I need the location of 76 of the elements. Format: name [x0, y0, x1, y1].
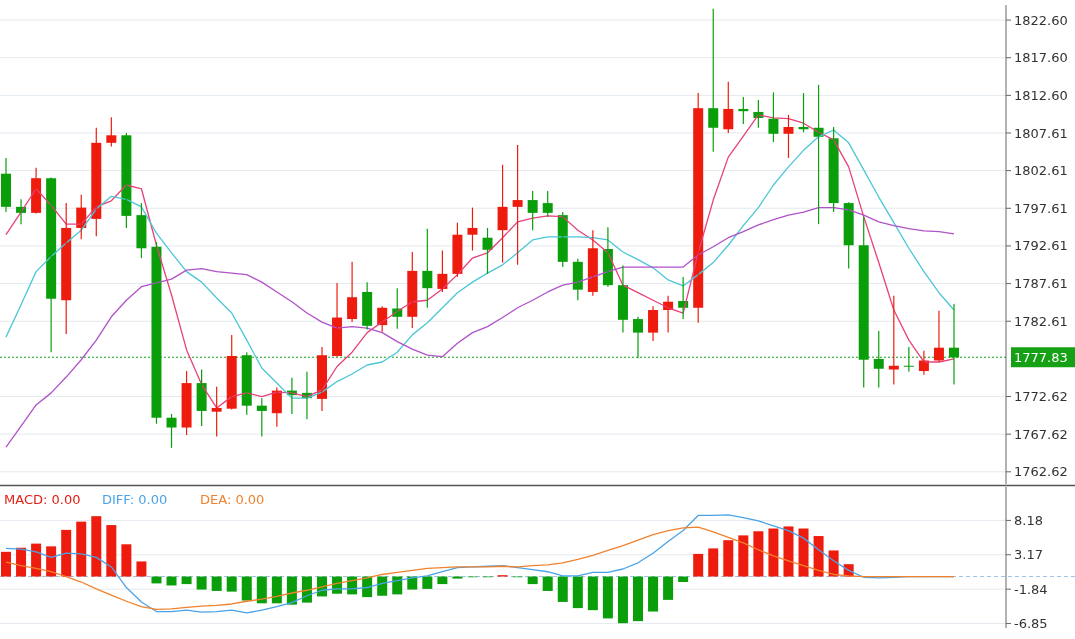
bar — [181, 576, 192, 585]
y-tick-label: 1802.61 — [1014, 163, 1068, 179]
y-tick-label: 1762.62 — [1014, 464, 1068, 480]
bar — [286, 576, 297, 605]
text: DEA: 0.00 — [200, 492, 265, 507]
bar — [31, 543, 42, 577]
bar — [452, 576, 463, 579]
bar — [437, 576, 448, 585]
bar — [678, 576, 689, 583]
bar — [633, 576, 643, 622]
bar — [46, 546, 57, 577]
bar — [602, 576, 613, 619]
bar — [166, 576, 177, 586]
y-tick-label: -6.85 — [1014, 616, 1048, 632]
bar — [723, 540, 734, 577]
candlestick — [136, 202, 147, 259]
candlestick — [166, 413, 177, 449]
bar — [798, 528, 809, 577]
y-tick-label: -1.84 — [1014, 581, 1048, 597]
bar — [783, 526, 794, 577]
candlestick — [888, 295, 899, 386]
y-tick-label: 1792.61 — [1014, 238, 1068, 254]
bar — [1, 551, 11, 577]
bar — [106, 525, 117, 577]
bar — [256, 576, 267, 604]
y-tick-label: 1767.62 — [1014, 426, 1068, 442]
y-tick-label: 1787.61 — [1014, 276, 1068, 292]
bar — [422, 576, 433, 589]
y-tick-label: 1822.60 — [1014, 12, 1068, 28]
y-tick-label: 1772.62 — [1014, 389, 1068, 405]
bar — [557, 576, 568, 602]
y-tick-label: 3.17 — [1014, 547, 1043, 563]
series-label: MACD: 0.00 — [4, 492, 81, 507]
bar — [196, 576, 207, 590]
candlestick — [783, 114, 794, 159]
y-tick-label: 8.18 — [1014, 512, 1043, 528]
bar — [226, 576, 237, 592]
bar — [753, 531, 764, 577]
bar — [136, 561, 147, 577]
bar — [542, 576, 553, 591]
line-series — [5, 206, 955, 448]
bar — [648, 576, 659, 612]
bar — [76, 521, 87, 577]
candlestick — [467, 207, 478, 252]
text: DIFF: 0.00 — [102, 492, 168, 507]
candlestick — [542, 190, 553, 218]
candlestick — [211, 386, 222, 438]
bar — [813, 536, 824, 577]
candlestick — [106, 116, 117, 148]
bar — [663, 576, 674, 600]
candlestick — [512, 144, 523, 266]
bar — [271, 576, 282, 604]
bar — [211, 576, 222, 591]
bar — [241, 576, 252, 601]
candlestick — [181, 370, 192, 436]
bar — [708, 548, 719, 577]
ref-line-label: 1777.83 — [1014, 349, 1068, 365]
bar — [738, 535, 749, 577]
candlestick — [708, 8, 719, 153]
candlestick — [527, 190, 538, 231]
bar — [527, 576, 538, 585]
y-tick-label: 1807.61 — [1014, 125, 1068, 141]
bar — [16, 547, 27, 577]
y-tick-label: 1817.60 — [1014, 50, 1068, 66]
bar — [768, 528, 779, 577]
bar — [121, 544, 132, 577]
bar — [61, 529, 72, 577]
bar — [91, 516, 102, 577]
bar — [377, 576, 388, 596]
bar — [572, 576, 583, 609]
y-tick-label: 1797.61 — [1014, 200, 1068, 216]
bar — [693, 553, 704, 577]
bar — [587, 576, 598, 611]
bar — [617, 576, 628, 624]
y-tick-label: 1812.60 — [1014, 87, 1068, 103]
y-tick-label: 1782.61 — [1014, 313, 1068, 329]
